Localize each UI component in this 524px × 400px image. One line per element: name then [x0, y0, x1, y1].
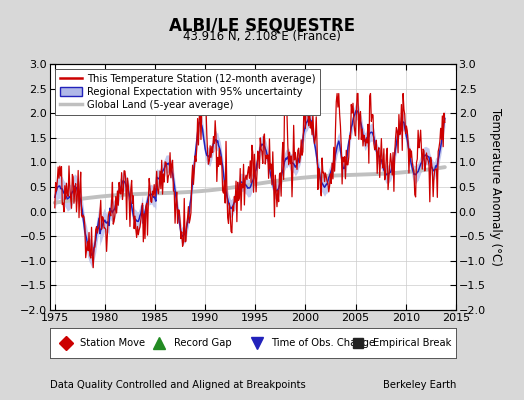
Text: Record Gap: Record Gap	[173, 338, 231, 348]
Text: Station Move: Station Move	[80, 338, 145, 348]
Text: Berkeley Earth: Berkeley Earth	[383, 380, 456, 390]
Text: Time of Obs. Change: Time of Obs. Change	[271, 338, 375, 348]
Legend: This Temperature Station (12-month average), Regional Expectation with 95% uncer: This Temperature Station (12-month avera…	[55, 69, 320, 115]
Y-axis label: Temperature Anomaly (°C): Temperature Anomaly (°C)	[489, 108, 503, 266]
Text: Data Quality Controlled and Aligned at Breakpoints: Data Quality Controlled and Aligned at B…	[50, 380, 305, 390]
Text: 43.916 N, 2.108 E (France): 43.916 N, 2.108 E (France)	[183, 30, 341, 43]
Text: ALBI/LE SEQUESTRE: ALBI/LE SEQUESTRE	[169, 17, 355, 35]
Text: Empirical Break: Empirical Break	[373, 338, 451, 348]
